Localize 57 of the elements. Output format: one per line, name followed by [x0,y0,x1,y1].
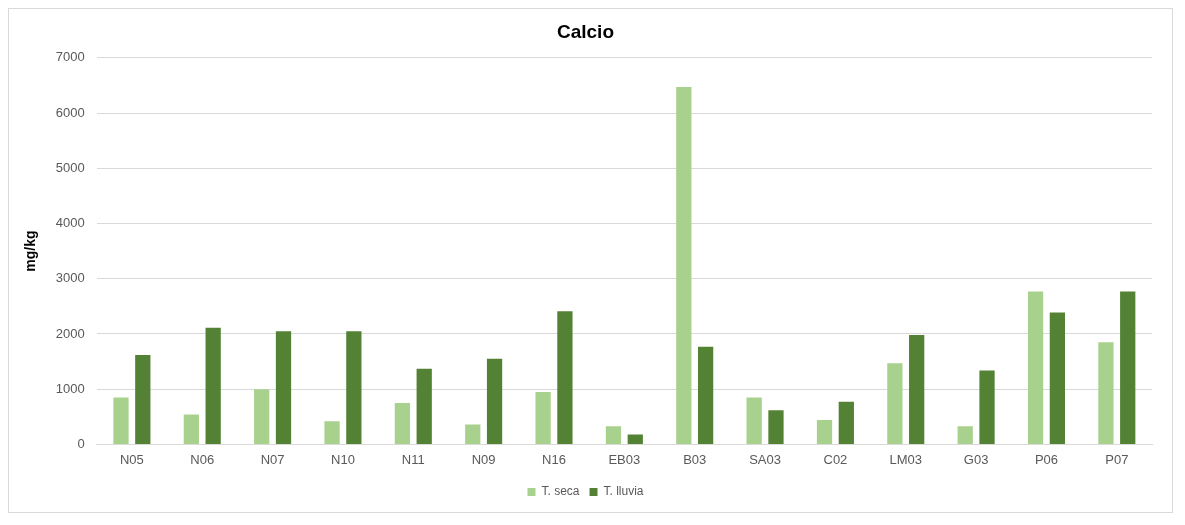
x-tick-label: SA03 [749,451,781,467]
bar [816,420,833,444]
bar [746,397,762,444]
x-tick-label: N05 [119,451,144,467]
y-tick-label: 6000 [55,104,85,120]
bar [887,363,903,444]
y-tick-label: 1000 [55,380,85,396]
bar [486,358,503,444]
bar [465,424,481,444]
x-tick-label: G03 [963,451,989,467]
x-tick-label: N07 [260,451,285,467]
y-tick-label: 4000 [55,215,85,231]
x-tick-label: EB03 [608,451,641,467]
y-axis-title: mg/kg [22,230,39,272]
bar [394,402,411,444]
x-tick-label: N10 [331,451,355,467]
y-tick-label: 7000 [55,49,85,65]
x-tick-label: P06 [1034,451,1059,467]
x-tick-label: N06 [190,451,215,467]
bar [416,368,432,444]
bar [135,354,151,444]
bar [535,391,551,444]
x-tick-label: C02 [823,451,848,467]
bar [113,397,129,444]
bar [275,331,292,444]
bar [1098,342,1114,444]
bar [1027,291,1044,444]
bar [1120,291,1136,444]
bar [557,311,573,444]
y-tick-label: 0 [77,435,85,451]
bar [183,414,199,444]
bar [979,370,995,444]
x-tick-label: N09 [471,451,496,467]
bar [1049,312,1066,444]
bar [676,87,692,444]
x-tick-label: N16 [542,451,566,467]
bar [254,389,270,444]
x-tick-label: B03 [683,451,707,467]
bar [838,401,854,444]
bar [909,335,925,444]
bar [697,346,714,444]
x-tick-label: LM03 [889,451,923,467]
bar [324,421,340,444]
legend-label: T. lluvia [603,484,644,499]
chart-title: Calcio [556,20,615,42]
bar [957,426,973,444]
x-tick-label: N11 [401,451,425,467]
bar [605,426,622,444]
y-tick-label: 5000 [55,159,85,175]
y-tick-label: 2000 [55,325,85,341]
bar [768,410,784,444]
legend-label: T. seca [541,484,580,499]
bar [627,434,643,444]
y-tick-label: 3000 [55,270,85,286]
bar [346,331,362,444]
bar [205,327,221,444]
x-tick-label: P07 [1105,451,1129,467]
